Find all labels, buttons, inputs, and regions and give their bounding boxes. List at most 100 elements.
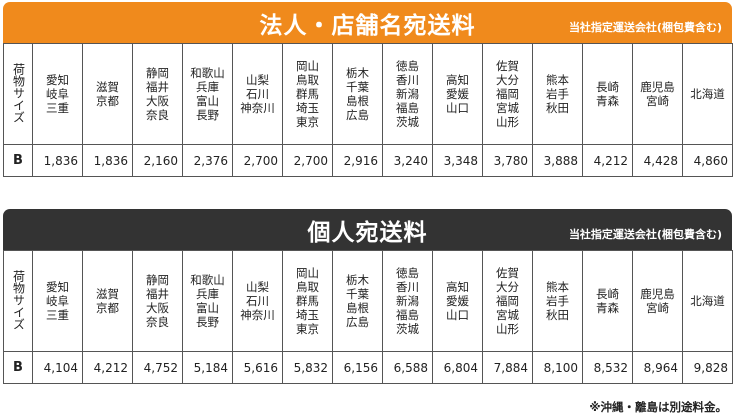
region-cell: 鹿児島 宮崎 [632,43,683,145]
region-cell: 佐賀 大分 福岡 宮城 山形 [482,43,533,145]
prefecture-name: 栃木 [346,66,369,80]
region-cell: 徳島 香川 新潟 福島 茨城 [382,250,433,352]
size-cell: B [3,351,33,384]
region-cell: 栃木 千葉 島根 広島 [332,250,383,352]
price-cell: 8,100 [532,351,583,384]
prefecture-name: 島根 [346,301,369,315]
prefecture-name: 福岡 [496,87,519,101]
prefecture-name: 山形 [496,322,519,336]
region-cell: 佐賀 大分 福岡 宮城 山形 [482,250,533,352]
prefecture-name: 秋田 [546,308,569,322]
prefecture-name: 岐阜 [46,294,69,308]
corporate-banner: 法人・店舗名宛送料 当社指定運送会社(梱包費含む) [3,2,732,43]
remote-island-footnote: ※沖縄・離島は別途料金。 [589,400,727,414]
prefecture-name: 滋賀 [96,80,119,94]
prefecture-name: 兵庫 [196,80,219,94]
corporate-carrier-note: 当社指定運送会社(梱包費含む) [568,21,722,34]
prefecture-name: 宮崎 [646,94,669,108]
prefecture-name: 長崎 [596,287,619,301]
prefecture-name: 鳥取 [296,73,319,87]
row-label-cell: 荷物サイズ [3,250,33,352]
price-cell: 7,884 [482,351,533,384]
prefecture-name: 大阪 [146,301,169,315]
individual-title: 個人宛送料 [307,219,428,246]
prefecture-name: 奈良 [146,315,169,329]
prefecture-name: 山梨 [246,280,269,294]
prefecture-name: 静岡 [146,273,169,287]
prefecture-name: 宮崎 [646,301,669,315]
prefecture-name: 福島 [396,101,419,115]
prefecture-name: 山口 [446,101,469,115]
price-cell: 2,160 [132,144,183,177]
prefecture-name: 佐賀 [496,266,519,280]
individual-carrier-note: 当社指定運送会社(梱包費含む) [568,228,722,241]
prefecture-name: 青森 [596,94,619,108]
prefecture-name: 長野 [196,108,219,122]
price-cell: 4,104 [32,351,83,384]
prefecture-name: 岡山 [296,59,319,73]
prefecture-name: 大分 [496,280,519,294]
region-cell: 栃木 千葉 島根 広島 [332,43,383,145]
prefecture-name: 茨城 [396,322,419,336]
prefecture-name: 京都 [96,301,119,315]
prefecture-name: 宮城 [496,308,519,322]
prefecture-name: 神奈川 [240,308,275,322]
price-cell: 4,752 [132,351,183,384]
prefecture-name: 千葉 [346,287,369,301]
price-cell: 1,836 [32,144,83,177]
prefecture-name: 奈良 [146,108,169,122]
prefecture-name: 熊本 [546,280,569,294]
prefecture-name: 佐賀 [496,59,519,73]
prefecture-name: 群馬 [296,294,319,308]
individual-rate-table: 荷物サイズ 愛知 岐阜 三重 滋賀 京都 静岡 福井 大阪 奈良 和歌山 兵庫 富山 長野 山梨 石川 神奈川… [3,250,733,384]
price-cell: 2,376 [182,144,233,177]
prefecture-name: 愛媛 [446,87,469,101]
price-cell: 2,916 [332,144,383,177]
region-cell: 山梨 石川 神奈川 [232,250,283,352]
size-cell: B [3,144,33,177]
price-cell: 8,532 [582,351,633,384]
prefecture-name: 大阪 [146,94,169,108]
prefecture-name: 埼玉 [296,101,319,115]
prefecture-name: 青森 [596,301,619,315]
row-label-cell: 荷物サイズ [3,43,33,145]
prefecture-name: 愛知 [46,280,69,294]
price-cell: 2,700 [232,144,283,177]
region-cell: 長崎 青森 [582,250,633,352]
price-cell: 6,156 [332,351,383,384]
price-cell: 4,860 [682,144,733,177]
region-row: 荷物サイズ 愛知 岐阜 三重 滋賀 京都 静岡 福井 大阪 奈良 和歌山 兵庫 富山 長野 山梨 石川 神奈川… [3,43,733,145]
prefecture-name: 群馬 [296,87,319,101]
price-cell: 3,240 [382,144,433,177]
region-row: 荷物サイズ 愛知 岐阜 三重 滋賀 京都 静岡 福井 大阪 奈良 和歌山 兵庫 富山 長野 山梨 石川 神奈川… [3,250,733,352]
prefecture-name: 宮城 [496,101,519,115]
prefecture-name: 東京 [296,322,319,336]
prefecture-name: 広島 [346,108,369,122]
prefecture-name: 香川 [396,280,419,294]
price-cell: 2,700 [282,144,333,177]
price-row: B 1,836 1,836 2,160 2,376 2,700 2,700 2,916 3,2… [3,144,733,177]
prefecture-name: 岡山 [296,266,319,280]
prefecture-name: 岩手 [546,87,569,101]
region-cell: 北海道 [682,43,733,145]
prefecture-name: 兵庫 [196,287,219,301]
price-cell: 8,964 [632,351,683,384]
region-cell: 岡山 鳥取 群馬 埼玉 東京 [282,250,333,352]
prefecture-name: 福井 [146,287,169,301]
prefecture-name: 滋賀 [96,287,119,301]
region-cell: 鹿児島 宮崎 [632,250,683,352]
region-cell: 熊本 岩手 秋田 [532,43,583,145]
prefecture-name: 高知 [446,73,469,87]
prefecture-name: 愛知 [46,73,69,87]
prefecture-name: 富山 [196,301,219,315]
price-row: B 4,104 4,212 4,752 5,184 5,616 5,832 6,156 6,5… [3,351,733,384]
region-cell: 愛知 岐阜 三重 [32,250,83,352]
price-cell: 4,428 [632,144,683,177]
prefecture-name: 茨城 [396,115,419,129]
price-cell: 5,832 [282,351,333,384]
prefecture-name: 北海道 [690,87,725,101]
prefecture-name: 石川 [246,294,269,308]
prefecture-name: 東京 [296,115,319,129]
row-label: 荷物サイズ [11,62,26,123]
prefecture-name: 長崎 [596,80,619,94]
